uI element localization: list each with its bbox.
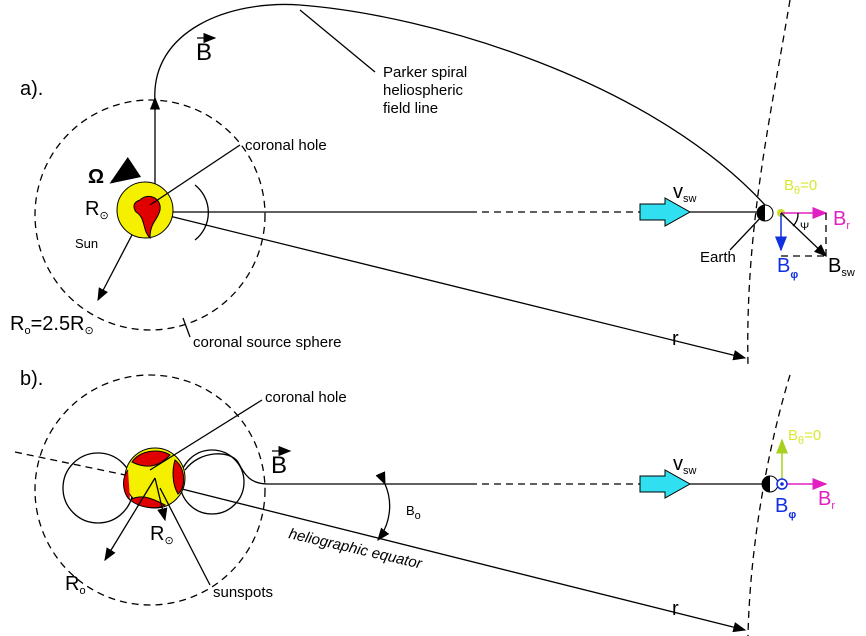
b-phi: Bφ [775, 495, 796, 521]
earth-label: Earth [700, 249, 736, 266]
sun-radius: R⊙ [85, 198, 109, 222]
omega-label: Ω [88, 166, 104, 188]
field-symbol: B [271, 452, 287, 479]
r-label: r [672, 598, 679, 620]
b-r: Br [818, 488, 835, 512]
psi-label: Ψ [800, 221, 809, 233]
b-theta: Bθ=0 [784, 177, 817, 197]
field-line-label: Parker spiral [383, 64, 467, 81]
coronal-hole-label: coronal hole [245, 137, 327, 154]
source-radius: Ro=2.5R⊙ [10, 313, 94, 337]
b-zero: Bo [406, 503, 421, 522]
b-phi: Bφ [777, 255, 798, 281]
panel-b-shapes [14, 374, 828, 636]
source-sphere-label: coronal source sphere [193, 334, 341, 351]
r-label: r [672, 328, 679, 350]
b-r: Br [833, 208, 850, 232]
wind-label: vsw [673, 181, 697, 205]
sun-label: Sun [75, 236, 98, 251]
b-sw: Bsw [828, 255, 855, 279]
sunspots-label: sunspots [213, 584, 273, 601]
sun-radius: R⊙ [150, 523, 174, 547]
source-radius: Ro [65, 573, 86, 597]
b-theta: Bθ=0 [788, 427, 821, 447]
panel-a-shapes [34, 0, 828, 366]
field-symbol: B [196, 39, 212, 66]
field-line-label: field line [383, 100, 438, 117]
wind-label: vsw [673, 453, 697, 477]
panel-label: a). [20, 78, 43, 100]
field-line-label: heliospheric [383, 82, 464, 99]
coronal-hole-label: coronal hole [265, 389, 347, 406]
panel-label: b). [20, 368, 43, 390]
